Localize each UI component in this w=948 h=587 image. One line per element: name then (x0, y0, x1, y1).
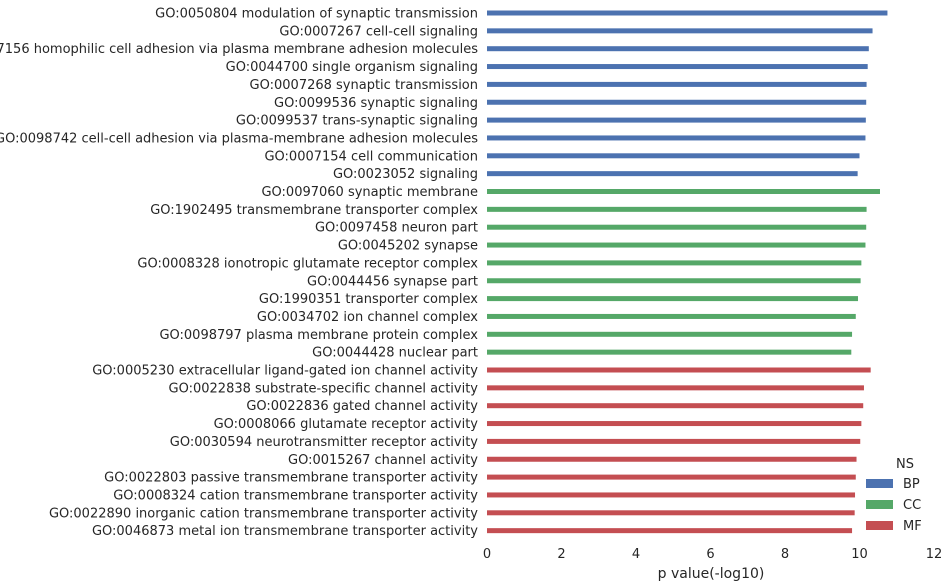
legend-label-cc: CC (903, 498, 921, 513)
x-tick-label-4: 4 (632, 547, 640, 562)
category-label-go-0050804: GO:0050804 modulation of synaptic transm… (155, 7, 478, 22)
category-label-go-0097458: GO:0097458 neuron part (315, 221, 478, 236)
bar-go-0097060 (487, 189, 880, 194)
bar-go-0098797 (487, 331, 853, 337)
bar-go-0044428 (487, 349, 852, 355)
bar-go-0099536 (487, 99, 867, 105)
bar-go-0044456 (487, 278, 861, 284)
category-label-go-0015267: GO:0015267 channel activity (288, 453, 478, 468)
x-tick-label-8: 8 (781, 547, 789, 562)
legend-label-bp: BP (903, 477, 920, 492)
bar-go-0044700 (487, 64, 868, 70)
bar-go-0022836 (487, 403, 864, 409)
bar-go-0099537 (487, 117, 866, 123)
legend-swatch-mf (866, 521, 893, 530)
bar-go-0008324 (487, 492, 856, 498)
bars-layer (487, 10, 888, 534)
category-label-go-0044456: GO:0044456 synapse part (307, 274, 478, 289)
legend: NS BP CC MF (866, 457, 922, 534)
bar-go-0008066 (487, 421, 862, 427)
bar-go-0097458 (487, 224, 867, 230)
bar-go-0045202 (487, 242, 866, 248)
category-label-go-0023052: GO:0023052 signaling (333, 167, 478, 182)
bar-go-0022838 (487, 385, 864, 391)
legend-label-mf: MF (903, 519, 922, 534)
category-label-go-0099537: GO:0099537 trans-synaptic signaling (236, 114, 478, 129)
category-label-go-0099536: GO:0099536 synaptic signaling (274, 96, 478, 111)
bar-go-0030594 (487, 438, 861, 444)
bar-go-0005230 (487, 367, 871, 373)
category-label-go-0022836: GO:0022836 gated channel activity (246, 399, 478, 414)
legend-entries: BP CC MF (866, 477, 922, 534)
category-labels: GO:0050804 modulation of synaptic transm… (0, 7, 478, 540)
category-label-go-0098797: GO:0098797 plasma membrane protein compl… (159, 328, 478, 343)
category-label-go-0097060: GO:0097060 synaptic membrane (261, 185, 478, 200)
x-axis-label: p value(-log10) (658, 566, 765, 582)
bar-go-0022890 (487, 510, 855, 516)
category-label-go-0007156: GO:0007156 homophilic cell adhesion via … (0, 42, 478, 57)
category-label-go-0034702: GO:0034702 ion channel complex (257, 310, 478, 325)
bar-go-0015267 (487, 456, 857, 462)
category-label-go-0022838: GO:0022838 substrate-specific channel ac… (169, 381, 479, 396)
category-label-go-0046873: GO:0046873 metal ion transmembrane trans… (92, 524, 478, 539)
legend-swatch-cc (866, 500, 893, 509)
x-tick-label-10: 10 (851, 547, 868, 562)
bar-go-0008328 (487, 260, 862, 266)
category-label-go-0007154: GO:0007154 cell communication (264, 149, 478, 164)
x-tick-label-6: 6 (706, 547, 714, 562)
category-label-go-0098742: GO:0098742 cell-cell adhesion via plasma… (0, 131, 478, 146)
x-tick-label-12: 12 (926, 547, 943, 562)
bar-go-0034702 (487, 313, 856, 319)
category-label-go-0045202: GO:0045202 synapse (338, 239, 478, 254)
category-label-go-0007267: GO:0007267 cell-cell signaling (279, 24, 478, 39)
category-label-go-0008324: GO:0008324 cation transmembrane transpor… (113, 488, 478, 503)
bar-go-0023052 (487, 171, 858, 177)
category-label-go-1990351: GO:1990351 transporter complex (259, 292, 478, 307)
x-tick-labels: 0 2 4 6 8 10 12 (483, 547, 942, 562)
x-tick-label-2: 2 (557, 547, 565, 562)
category-label-go-0030594: GO:0030594 neurotransmitter receptor act… (170, 435, 479, 450)
category-label-go-0044700: GO:0044700 single organism signaling (226, 60, 478, 75)
bar-go-0098742 (487, 135, 866, 141)
bar-go-0007267 (487, 28, 873, 34)
x-tick-label-0: 0 (483, 547, 491, 562)
bar-go-0007268 (487, 81, 867, 87)
bar-go-0007154 (487, 153, 860, 159)
bar-go-0050804 (487, 10, 888, 16)
category-label-go-0008066: GO:0008066 glutamate receptor activity (214, 417, 479, 432)
bar-go-1902495 (487, 206, 867, 212)
category-label-go-0044428: GO:0044428 nuclear part (312, 346, 478, 361)
category-label-go-0005230: GO:0005230 extracellular ligand-gated io… (92, 364, 478, 379)
category-label-go-0022890: GO:0022890 inorganic cation transmembran… (49, 506, 478, 521)
bar-go-0022803 (487, 474, 856, 480)
bar-go-0046873 (487, 528, 853, 534)
category-label-go-0022803: GO:0022803 passive transmembrane transpo… (104, 471, 478, 486)
bar-go-1990351 (487, 296, 859, 302)
legend-swatch-bp (866, 479, 893, 488)
category-label-go-0007268: GO:0007268 synaptic transmission (250, 78, 478, 93)
bar-go-0007156 (487, 46, 869, 52)
category-label-go-1902495: GO:1902495 transmembrane transporter com… (150, 203, 478, 218)
category-label-go-0008328: GO:0008328 ionotropic glutamate receptor… (137, 256, 478, 271)
legend-title: NS (896, 457, 914, 472)
